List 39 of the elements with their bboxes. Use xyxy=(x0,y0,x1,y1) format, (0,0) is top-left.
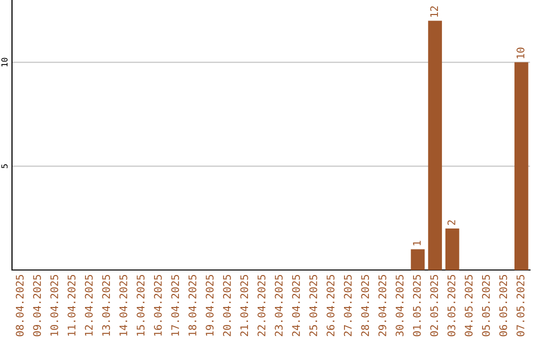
y-tick-label: 5 xyxy=(1,164,8,168)
bar xyxy=(445,228,460,270)
x-tick-label: 17.04.2025 xyxy=(171,275,180,336)
x-tick-label: 11.04.2025 xyxy=(68,275,76,336)
x-tick-label: 10.04.2025 xyxy=(50,275,58,336)
x-tick-label: 24.04.2025 xyxy=(292,275,300,336)
x-tick-label: 14.04.2025 xyxy=(119,275,128,336)
x-tick-label: 05.05.2025 xyxy=(482,275,490,336)
x-tick-label: 15.04.2025 xyxy=(136,275,145,336)
x-tick-label: 29.04.2025 xyxy=(378,275,386,336)
data-label: 2 xyxy=(447,220,456,225)
x-tick-label: 30.04.2025 xyxy=(396,275,404,336)
x-tick-label: 09.04.2025 xyxy=(33,275,41,336)
x-tick-label: 07.05.2025 xyxy=(516,275,524,336)
x-tick-label: 06.05.2025 xyxy=(499,275,508,336)
x-tick-label: 28.04.2025 xyxy=(361,275,370,336)
x-tick-label: 04.05.2025 xyxy=(464,275,473,336)
x-tick-label: 21.04.2025 xyxy=(240,275,248,336)
x-tick-label: 26.04.2025 xyxy=(326,275,334,336)
data-label: 10 xyxy=(516,48,524,58)
x-tick-label: 12.04.2025 xyxy=(84,275,93,336)
x-tick-label: 16.04.2025 xyxy=(154,275,162,336)
x-tick-label: 27.04.2025 xyxy=(344,275,352,336)
x-tick-label: 03.05.2025 xyxy=(447,275,456,336)
bar xyxy=(428,20,442,270)
bar xyxy=(514,62,528,270)
data-label: 1 xyxy=(413,240,421,246)
x-tick-label: 22.04.2025 xyxy=(258,275,266,336)
data-label: 12 xyxy=(430,6,438,17)
x-tick-label: 20.04.2025 xyxy=(223,275,231,336)
x-tick-label: 23.04.2025 xyxy=(274,275,283,336)
x-tick-label: 18.04.2025 xyxy=(188,275,196,336)
x-tick-label: 13.04.2025 xyxy=(102,275,110,336)
x-tick-label: 25.04.2025 xyxy=(309,275,318,336)
x-tick-label: 02.05.2025 xyxy=(430,275,438,336)
x-tick-label: 19.04.2025 xyxy=(206,275,214,336)
x-tick-label: 01.05.2025 xyxy=(412,275,421,336)
bar xyxy=(410,249,425,270)
x-tick-label: 08.04.2025 xyxy=(16,275,24,336)
